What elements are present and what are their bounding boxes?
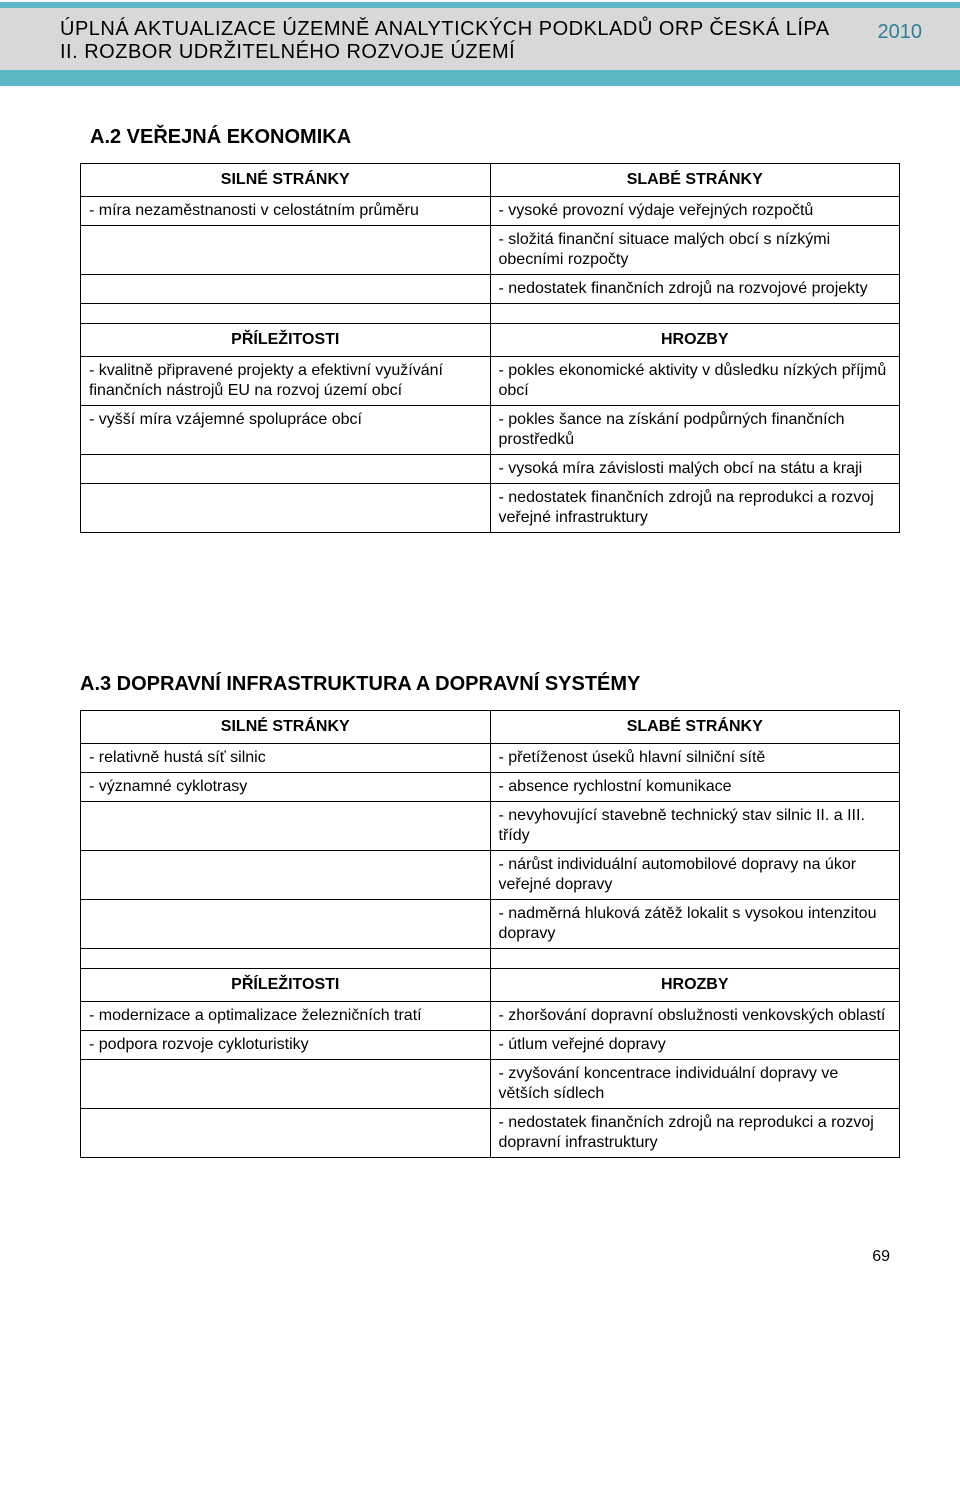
a2-pril-empty-2 [81, 455, 491, 484]
a2-slabe-0: - vysoké provozní výdaje veřejných rozpo… [490, 197, 900, 226]
a3-silne-1: - významné cyklotrasy [81, 773, 491, 802]
a3-header-silne: SILNÉ STRÁNKY [81, 711, 491, 744]
page-number: 69 [0, 1208, 960, 1276]
header-line2: II. ROZBOR UDRŽITELNÉHO ROZVOJE ÚZEMÍ [60, 41, 878, 64]
a3-hroz-3: - nedostatek finančních zdrojů na reprod… [490, 1109, 900, 1158]
page: ÚPLNÁ AKTUALIZACE ÚZEMNĚ ANALYTICKÝCH PO… [0, 2, 960, 1316]
swot-table-a2: SILNÉ STRÁNKY SLABÉ STRÁNKY - míra nezam… [80, 163, 900, 533]
a2-header-hrozby: HROZBY [490, 324, 900, 357]
teal-separator [0, 70, 960, 86]
a3-spacer-r [490, 949, 900, 969]
a2-pril-empty-3 [81, 484, 491, 533]
a3-silne-empty-3 [81, 851, 491, 900]
a3-hroz-0: - zhoršování dopravní obslužnosti venkov… [490, 1002, 900, 1031]
a2-silne-0: - míra nezaměstnanosti v celostátním prů… [81, 197, 491, 226]
section-gap [80, 583, 900, 663]
a3-slabe-2: - nevyhovující stavebně technický stav s… [490, 802, 900, 851]
a2-header-silne: SILNÉ STRÁNKY [81, 164, 491, 197]
a2-silne-empty-1 [81, 226, 491, 275]
swot-table-a3: SILNÉ STRÁNKY SLABÉ STRÁNKY - relativně … [80, 710, 900, 1158]
a3-spacer-l [81, 949, 491, 969]
a2-hroz-0: - pokles ekonomické aktivity v důsledku … [490, 357, 900, 406]
a2-spacer-r [490, 304, 900, 324]
a2-header-slabe: SLABÉ STRÁNKY [490, 164, 900, 197]
a2-header-prilezitosti: PŘÍLEŽITOSTI [81, 324, 491, 357]
a3-pril-1: - podpora rozvoje cykloturistiky [81, 1031, 491, 1060]
header-year: 2010 [878, 21, 943, 64]
header-line1: ÚPLNÁ AKTUALIZACE ÚZEMNĚ ANALYTICKÝCH PO… [60, 18, 878, 41]
a3-header-prilezitosti: PŘÍLEŽITOSTI [81, 969, 491, 1002]
a3-slabe-1: - absence rychlostní komunikace [490, 773, 900, 802]
a2-slabe-2: - nedostatek finančních zdrojů na rozvoj… [490, 275, 900, 304]
a2-slabe-1: - složitá finanční situace malých obcí s… [490, 226, 900, 275]
a3-hroz-2: - zvyšování koncentrace individuální dop… [490, 1060, 900, 1109]
a3-pril-empty-3 [81, 1109, 491, 1158]
a3-hroz-1: - útlum veřejné dopravy [490, 1031, 900, 1060]
a2-hroz-3: - nedostatek finančních zdrojů na reprod… [490, 484, 900, 533]
a3-pril-0: - modernizace a optimalizace železničníc… [81, 1002, 491, 1031]
a2-hroz-1: - pokles šance na získání podpůrných fin… [490, 406, 900, 455]
a3-header-hrozby: HROZBY [490, 969, 900, 1002]
section-a3-title: A.3 DOPRAVNÍ INFRASTRUKTURA A DOPRAVNÍ S… [80, 673, 900, 696]
a3-slabe-4: - nadměrná hluková zátěž lokalit s vysok… [490, 900, 900, 949]
a3-slabe-3: - nárůst individuální automobilové dopra… [490, 851, 900, 900]
document-header: ÚPLNÁ AKTUALIZACE ÚZEMNĚ ANALYTICKÝCH PO… [0, 6, 960, 70]
a3-pril-empty-2 [81, 1060, 491, 1109]
content-area: A.2 VEŘEJNÁ EKONOMIKA SILNÉ STRÁNKY SLAB… [0, 86, 960, 1158]
a3-silne-empty-4 [81, 900, 491, 949]
a2-spacer-l [81, 304, 491, 324]
a3-header-slabe: SLABÉ STRÁNKY [490, 711, 900, 744]
a2-silne-empty-2 [81, 275, 491, 304]
header-title-block: ÚPLNÁ AKTUALIZACE ÚZEMNĚ ANALYTICKÝCH PO… [60, 18, 878, 64]
a3-silne-empty-2 [81, 802, 491, 851]
a3-silne-0: - relativně hustá síť silnic [81, 744, 491, 773]
a2-pril-0: - kvalitně připravené projekty a efektiv… [81, 357, 491, 406]
section-a2-title: A.2 VEŘEJNÁ EKONOMIKA [90, 126, 900, 149]
a2-hroz-2: - vysoká míra závislosti malých obcí na … [490, 455, 900, 484]
a3-slabe-0: - přetíženost úseků hlavní silniční sítě [490, 744, 900, 773]
a2-pril-1: - vyšší míra vzájemné spolupráce obcí [81, 406, 491, 455]
